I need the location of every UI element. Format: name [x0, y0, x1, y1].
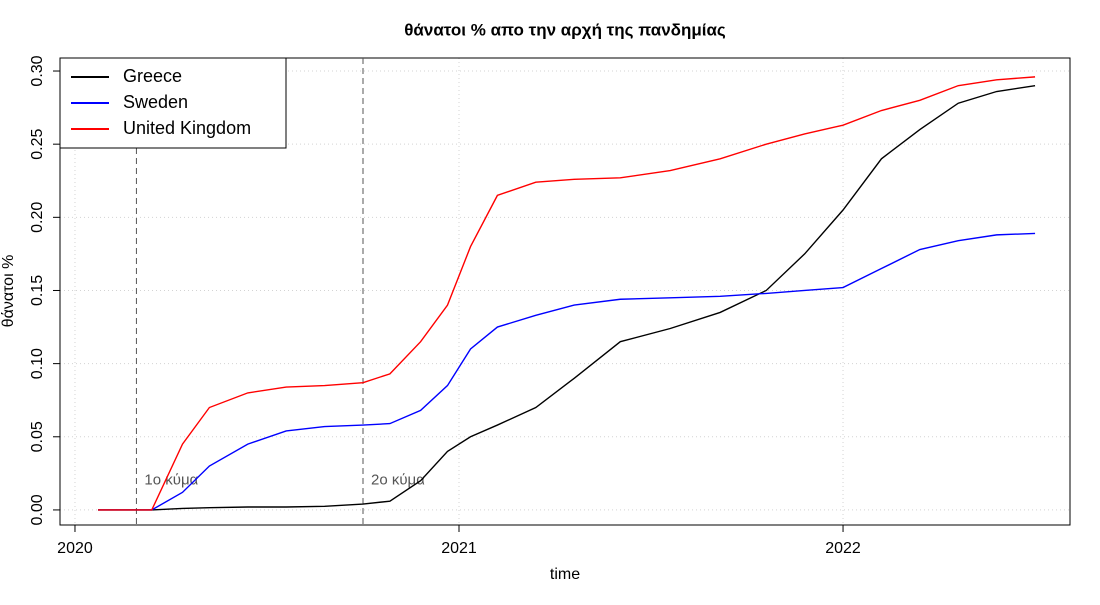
y-axis-label: θάνατοι %: [0, 255, 17, 328]
legend-label: Greece: [123, 66, 182, 86]
legend-label: United Kingdom: [123, 118, 251, 138]
x-axis-label: time: [550, 566, 580, 583]
wave-label: 1ο κύμα: [144, 472, 198, 489]
series-line: [98, 84, 1036, 511]
y-tick-label: 0.10: [29, 348, 46, 379]
series-line: [98, 232, 1036, 511]
y-tick-label: 0.30: [29, 55, 46, 86]
y-tick-label: 0.20: [29, 202, 46, 233]
plot-frame: [59, 57, 1071, 526]
x-tick-label: 2020: [57, 540, 93, 557]
wave-label: 2ο κύμα: [371, 472, 425, 489]
legend-label: Sweden: [123, 92, 188, 112]
y-tick-label: 0.15: [29, 275, 46, 306]
y-tick-label: 0.05: [29, 421, 46, 452]
x-tick-label: 2022: [825, 540, 861, 557]
x-tick-label: 2021: [441, 540, 477, 557]
y-tick-label: 0.00: [29, 494, 46, 525]
series-line: [98, 76, 1036, 511]
chart-title: θάνατοι % απο την αρχή της πανδημίας: [404, 20, 726, 39]
y-tick-label: 0.25: [29, 129, 46, 160]
